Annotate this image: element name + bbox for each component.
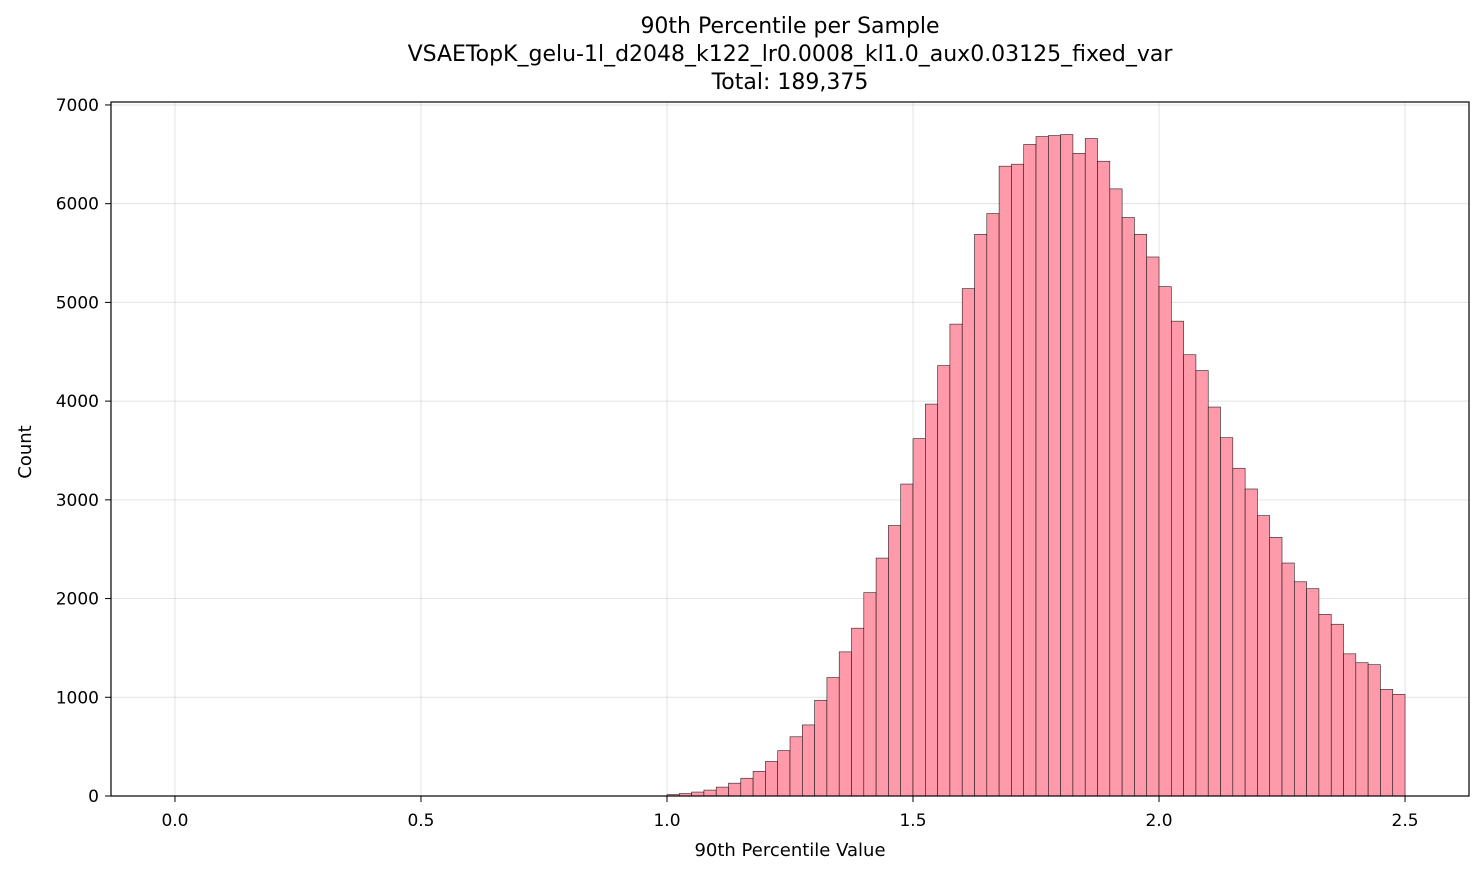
chart-title-line-1: 90th Percentile per Sample: [640, 14, 939, 39]
histogram-bar: [789, 736, 803, 797]
histogram-bar: [863, 592, 877, 797]
histogram-bar: [1011, 163, 1025, 797]
histogram-bar: [752, 771, 766, 797]
histogram-bar: [715, 786, 729, 797]
x-tick-label: 2.0: [1145, 811, 1172, 831]
histogram-bar: [1330, 623, 1344, 797]
histogram-bar: [1048, 135, 1061, 797]
histogram-bar: [1220, 437, 1234, 797]
histogram-bar: [1294, 581, 1307, 797]
histogram-bar: [1306, 588, 1320, 797]
histogram-bar: [1060, 134, 1074, 797]
histogram-bar: [1097, 160, 1111, 797]
y-axis-label: Count: [15, 425, 36, 478]
histogram-bar: [1269, 537, 1283, 797]
y-tick-label: 0: [88, 787, 99, 807]
histogram-bar: [986, 213, 1000, 797]
histogram-bar: [1281, 562, 1295, 797]
histogram-bar: [1207, 406, 1221, 797]
histogram-bar: [875, 557, 889, 797]
histogram-bar: [1183, 354, 1197, 797]
histogram-bar: [925, 403, 938, 797]
histogram-bar: [1023, 144, 1037, 797]
x-tick-label: 0.5: [407, 811, 434, 831]
histogram-bar: [961, 288, 975, 797]
histogram-bar: [912, 438, 926, 797]
histogram-bar: [1232, 467, 1246, 797]
x-tick-label: 2.5: [1392, 811, 1419, 831]
histogram-bar: [728, 782, 742, 797]
y-tick-label: 3000: [56, 491, 99, 511]
y-tick-label: 7000: [56, 96, 99, 116]
histogram-bar: [814, 699, 828, 797]
histogram-bar: [1195, 370, 1209, 797]
histogram-bars: [666, 134, 1406, 797]
histogram-bar: [826, 677, 840, 797]
histogram-bar: [888, 525, 902, 797]
histogram-bar: [937, 365, 951, 797]
histogram-bar: [1318, 614, 1332, 797]
histogram-bar: [900, 483, 914, 797]
histogram-bar: [1072, 153, 1086, 797]
x-tick-label: 0.0: [161, 811, 188, 831]
histogram-bar: [703, 789, 717, 797]
histogram-bar: [1367, 664, 1381, 797]
histogram-bar: [851, 627, 865, 797]
chart-title-line-3: Total: 189,375: [711, 70, 869, 95]
y-tick-label: 2000: [56, 590, 99, 610]
histogram-bar: [974, 233, 988, 797]
histogram-bar: [1134, 233, 1148, 797]
histogram-bar: [1355, 662, 1369, 797]
histogram-bar: [1244, 488, 1258, 797]
histogram-bar: [1146, 256, 1160, 797]
x-axis-label: 90th Percentile Value: [694, 840, 885, 861]
histogram-bar: [998, 165, 1012, 797]
histogram-bar: [777, 750, 791, 797]
y-tick-label: 4000: [56, 392, 99, 412]
histogram-bar: [1343, 653, 1357, 797]
plot-frame: [110, 101, 1470, 797]
histogram-bar: [1392, 694, 1406, 797]
x-tick-label: 1.0: [653, 811, 680, 831]
histogram-bar: [765, 761, 778, 797]
y-tick-label: 5000: [56, 293, 99, 313]
histogram-bar: [1035, 136, 1049, 797]
x-tick-label: 1.5: [899, 811, 926, 831]
histogram-bar: [1109, 188, 1123, 797]
histogram-bar: [838, 651, 852, 797]
chart-title-line-2: VSAETopK_gelu-1l_d2048_k122_lr0.0008_kl1…: [408, 42, 1174, 67]
x-axis-ticks: 0.0 0.5 1.0 1.5 2.0 2.5: [161, 796, 1419, 831]
y-tick-label: 1000: [56, 688, 99, 708]
histogram-bar: [949, 323, 963, 797]
histogram-bar: [1257, 515, 1271, 797]
y-tick-label: 6000: [56, 195, 99, 215]
histogram-bar: [802, 724, 815, 797]
y-axis-ticks: 0 1000 2000 3000 4000 5000 6000 7000: [56, 96, 111, 807]
histogram-bar: [740, 777, 754, 797]
histogram-bar: [1084, 138, 1098, 797]
histogram-bar: [1158, 286, 1172, 797]
histogram-bar: [1171, 320, 1184, 797]
histogram-bar: [1380, 689, 1394, 797]
histogram-bar: [1121, 217, 1135, 797]
